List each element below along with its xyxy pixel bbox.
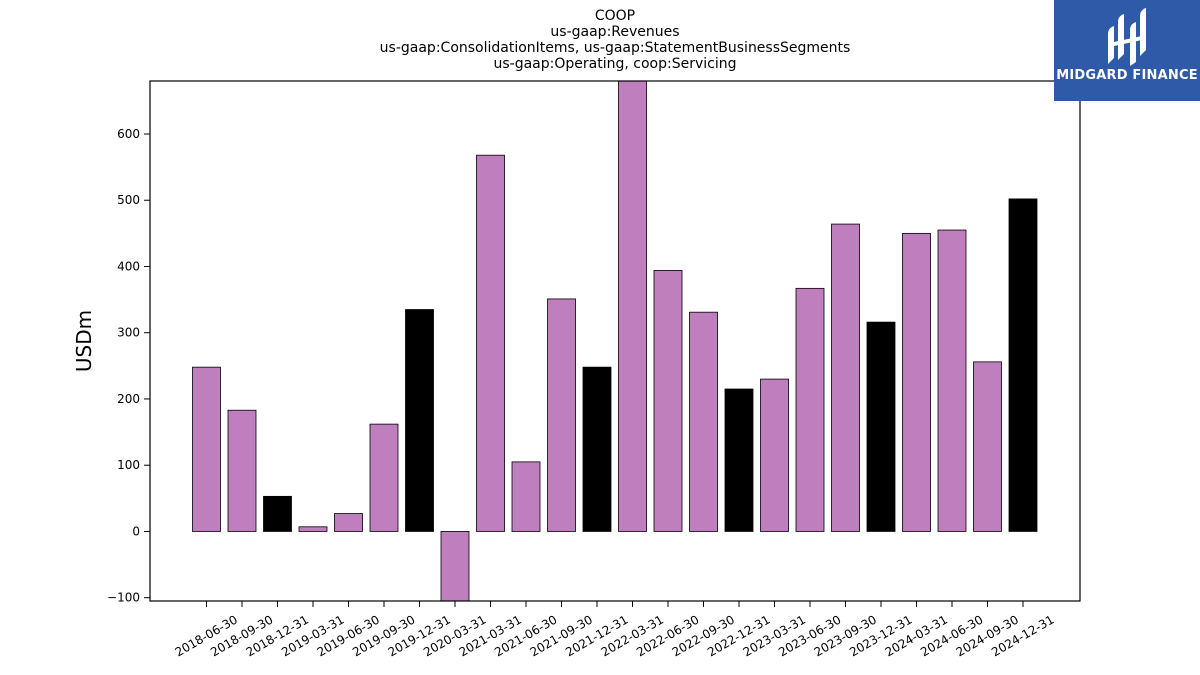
- bar: [724, 388, 754, 532]
- chart-title-line: us-gaap:ConsolidationItems, us-gaap:Stat…: [380, 40, 851, 56]
- bar: [334, 513, 363, 532]
- bar: [511, 461, 541, 532]
- logo-text: MIDGARD FINANCE: [1056, 68, 1198, 83]
- bar: [618, 80, 647, 532]
- y-tick-label: 100: [117, 458, 140, 472]
- y-tick-label: 0: [132, 524, 140, 538]
- bar: [440, 531, 470, 602]
- bar: [760, 378, 789, 532]
- bar: [263, 495, 292, 532]
- bar: [902, 232, 931, 532]
- bar: [547, 298, 576, 532]
- bar: [866, 321, 896, 532]
- bars-group: [192, 80, 1038, 602]
- y-tick-label: 500: [117, 193, 140, 207]
- plot-frame: [149, 80, 1081, 602]
- y-tick-label: 400: [117, 259, 140, 273]
- bar: [795, 287, 825, 532]
- y-tick-label: −100: [107, 591, 140, 605]
- midgard-logo-icon: [1108, 8, 1146, 66]
- bar: [831, 223, 860, 532]
- bar: [1008, 198, 1038, 532]
- bar: [653, 270, 683, 532]
- y-tick-label: 200: [117, 392, 140, 406]
- y-tick-label: 300: [117, 326, 140, 340]
- bar: [476, 154, 505, 532]
- bar: [405, 309, 434, 532]
- bar: [937, 229, 967, 532]
- y-tick-label: 600: [117, 127, 140, 141]
- bar: [298, 526, 328, 532]
- bar: [973, 361, 1002, 532]
- y-axis-label-group: USDm: [72, 310, 96, 372]
- bar: [227, 409, 257, 532]
- bar: [689, 311, 718, 532]
- y-axis-label: USDm: [72, 310, 96, 372]
- bar: [582, 366, 612, 532]
- midgard-finance-logo: MIDGARD FINANCE: [1054, 0, 1200, 101]
- chart-title-line: us-gaap:Operating, coop:Servicing: [494, 56, 737, 72]
- chart-title: COOPus-gaap:Revenuesus-gaap:Consolidatio…: [380, 8, 851, 72]
- bar: [192, 366, 221, 532]
- bar: [369, 423, 399, 532]
- x-axis: 2018-06-302018-09-302018-12-312019-03-31…: [173, 601, 1057, 659]
- chart-title-line: us-gaap:Revenues: [550, 24, 679, 40]
- chart-title-line: COOP: [595, 8, 635, 24]
- y-axis: −100 0 100 200 300 400 500 600: [107, 127, 150, 605]
